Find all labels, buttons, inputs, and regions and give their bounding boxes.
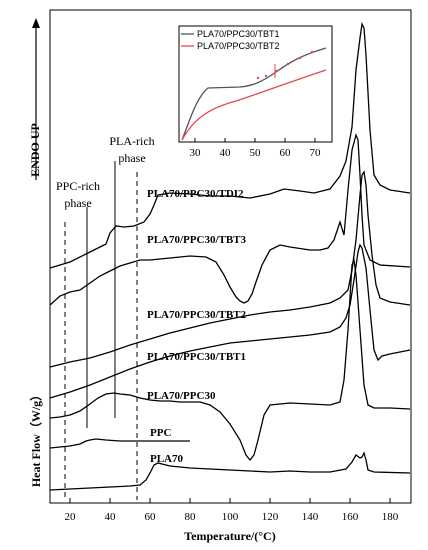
inset-legend-label-tbt1: PLA70/PPC30/TBT1 (197, 29, 280, 39)
label-pla70-ppc30-tbt2: PLA70/PPC30/TBT2 (147, 309, 247, 321)
inset-marker (298, 56, 302, 60)
y-axis-title: Heat Flow（W/g） (28, 389, 43, 487)
inset-curve-tbt1 (181, 47, 327, 141)
ppc-phase-label-line2: phase (64, 196, 91, 210)
inset-curve-tbt2 (181, 69, 327, 141)
x-tick-label: 80 (185, 511, 197, 523)
dsc-curves (49, 21, 411, 491)
pla-phase-label-line2: phase (118, 151, 145, 165)
phase-lines (64, 161, 138, 500)
inset-x-axis-ticks: 30 40 50 60 70 (190, 138, 322, 159)
inset-marker (264, 74, 268, 78)
inset-legend-label-tbt2: PLA70/PPC30/TBT2 (197, 41, 280, 51)
inset-tick-label: 30 (190, 147, 202, 159)
x-tick-label: 140 (302, 511, 319, 523)
x-axis-ticks: 20 40 60 80 100 120 140 160 180 (65, 498, 399, 523)
label-pla70-ppc30-tdi2: PLA70/PPC30/TDI2 (147, 188, 244, 200)
label-ppc: PPC (150, 427, 171, 439)
endo-up-label: ENDO UP (28, 123, 42, 177)
x-tick-label: 180 (382, 511, 399, 523)
inset-marker (256, 76, 260, 80)
x-tick-label: 60 (145, 511, 157, 523)
inset-tick-label: 40 (220, 147, 232, 159)
curve-pla70-ppc30-tbt2 (49, 170, 411, 368)
curve-pla70 (49, 451, 411, 491)
endo-up-arrow (32, 18, 40, 180)
inset-chart: PLA70/PPC30/TBT1 PLA70/PPC30/TBT2 30 40 50… (178, 25, 333, 159)
label-pla70-ppc30-tbt1: PLA70/PPC30/TBT1 (147, 351, 246, 363)
inset-tbt2-markers (256, 50, 314, 80)
curve-pla70-ppc30 (49, 257, 411, 462)
inset-legend: PLA70/PPC30/TBT1 PLA70/PPC30/TBT2 (181, 29, 280, 51)
curve-pla70-ppc30-tbt1 (49, 243, 411, 399)
inset-tick-label: 70 (310, 147, 322, 159)
x-tick-label: 160 (342, 511, 359, 523)
inset-marker (310, 50, 314, 54)
curve-pla70-ppc30-tbt3 (49, 132, 411, 306)
label-pla70-ppc30-tbt3: PLA70/PPC30/TBT3 (147, 234, 247, 246)
pla-phase-label-line1: PLA-rich (109, 134, 154, 148)
x-tick-label: 120 (262, 511, 279, 523)
label-pla70: PLA70 (150, 453, 184, 465)
x-tick-label: 20 (65, 511, 77, 523)
x-tick-label: 40 (105, 511, 117, 523)
x-axis-title: Temperature/(°C) (184, 529, 275, 543)
inset-tick-label: 60 (280, 147, 292, 159)
curve-ppc (49, 438, 190, 449)
curve-pla70-ppc30-tdi2 (49, 21, 411, 269)
inset-tick-label: 50 (250, 147, 262, 159)
ppc-phase-label-line1: PPC-rich (56, 179, 100, 193)
label-pla70-ppc30: PLA70/PPC30 (147, 390, 216, 402)
x-tick-label: 100 (222, 511, 239, 523)
inset-marker (286, 62, 290, 66)
